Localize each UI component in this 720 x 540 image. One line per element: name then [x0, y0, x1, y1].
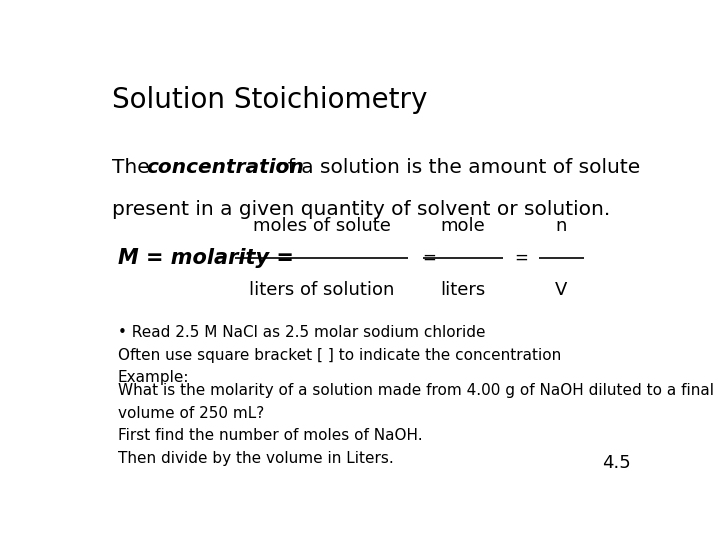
Text: What is the molarity of a solution made from 4.00 g of NaOH diluted to a final
v: What is the molarity of a solution made …	[118, 383, 714, 466]
Text: Solution Stoichiometry: Solution Stoichiometry	[112, 85, 428, 113]
Text: V: V	[555, 281, 567, 299]
Text: liters of solution: liters of solution	[249, 281, 395, 299]
Text: The: The	[112, 158, 156, 177]
Text: 4.5: 4.5	[603, 454, 631, 472]
Text: liters: liters	[440, 281, 485, 299]
Text: mole: mole	[441, 217, 485, 235]
Text: M = molarity =: M = molarity =	[118, 248, 294, 268]
Text: present in a given quantity of solvent or solution.: present in a given quantity of solvent o…	[112, 200, 611, 219]
Text: =: =	[514, 249, 528, 267]
Text: moles of solute: moles of solute	[253, 217, 390, 235]
Text: concentration: concentration	[146, 158, 305, 177]
Text: • Read 2.5 M NaCl as 2.5 molar sodium chloride
Often use square bracket [ ] to i: • Read 2.5 M NaCl as 2.5 molar sodium ch…	[118, 325, 561, 363]
Text: Example:: Example:	[118, 370, 189, 386]
Text: =: =	[422, 249, 436, 267]
Text: n: n	[556, 217, 567, 235]
Text: of a solution is the amount of solute: of a solution is the amount of solute	[269, 158, 640, 177]
